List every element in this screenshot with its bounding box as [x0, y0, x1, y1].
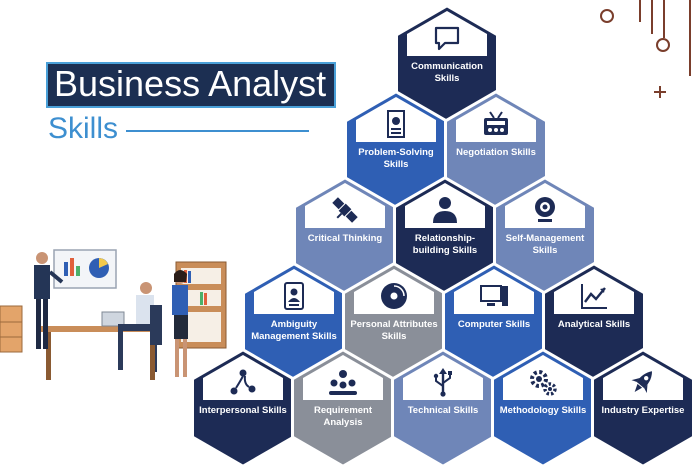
hex-shape — [242, 262, 346, 382]
skill-label: Computer Skills — [457, 319, 531, 330]
skill-hex: Industry Expertise — [591, 348, 695, 468]
nodes-icon — [230, 369, 256, 395]
skill-hex: Interpersonal Skills — [191, 348, 295, 468]
hex-shape — [344, 90, 448, 210]
hex-shape — [395, 4, 499, 124]
skill-hex: Self-Management Skills — [493, 176, 597, 296]
skill-label: Communication Skills — [411, 61, 483, 84]
skill-hex: Relationship-building Skills — [393, 176, 497, 296]
skill-label: Industry Expertise — [601, 405, 685, 416]
skill-label: Analytical Skills — [557, 319, 631, 330]
usb-icon — [433, 368, 452, 397]
hex-shape — [291, 348, 395, 468]
skill-label: Problem-Solving Skills — [358, 147, 434, 170]
skill-hex: Technical Skills — [391, 348, 495, 468]
gears-icon — [530, 370, 557, 396]
skill-hex: Ambiguity Management Skills — [242, 262, 346, 382]
satellite-icon — [332, 197, 358, 223]
page-title: Business Analyst — [46, 62, 337, 108]
title-underline — [126, 130, 310, 132]
skill-hex: Analytical Skills — [542, 262, 646, 382]
document-chart-icon — [387, 110, 405, 138]
line-chart-icon — [581, 284, 607, 309]
skill-label: Methodology Skills — [499, 405, 587, 416]
webcam-icon — [535, 197, 555, 222]
skill-hex: Negotiation Skills — [444, 90, 548, 210]
hex-shape — [442, 262, 546, 382]
hex-shape — [444, 90, 548, 210]
skill-hex: Methodology Skills — [491, 348, 595, 468]
speech-bubble-icon — [434, 26, 460, 51]
disc-icon — [381, 283, 407, 309]
rocket-icon — [631, 371, 652, 394]
skill-label: Negotiation Skills — [456, 147, 536, 158]
team-icon — [329, 370, 357, 395]
skill-label: Personal Attributes Skills — [350, 319, 438, 342]
skill-hex: Problem-Solving Skills — [344, 90, 448, 210]
hex-shape — [491, 348, 595, 468]
computer-icon — [480, 285, 508, 306]
skill-label: Requirement Analysis — [313, 405, 373, 428]
skill-label: Interpersonal Skills — [199, 405, 287, 416]
skill-label: Critical Thinking — [307, 233, 383, 244]
skill-label: Relationship-building Skills — [412, 233, 478, 256]
hex-shape — [342, 262, 446, 382]
skill-hex: Communication Skills — [395, 4, 499, 124]
id-badge-icon — [284, 282, 304, 310]
hex-shape — [542, 262, 646, 382]
page-subtitle: Skills — [48, 112, 119, 145]
skill-hex: Critical Thinking — [293, 176, 397, 296]
skill-label: Self-Management Skills — [505, 233, 585, 256]
title-block: Business Analyst Skills — [46, 62, 337, 146]
radio-icon — [484, 111, 508, 135]
skill-label: Ambiguity Management Skills — [251, 319, 337, 342]
person-icon — [433, 197, 457, 223]
skill-hex: Requirement Analysis — [291, 348, 395, 468]
skill-label: Technical Skills — [407, 405, 479, 416]
skill-hex: Computer Skills — [442, 262, 546, 382]
skill-hex: Personal Attributes Skills — [342, 262, 446, 382]
